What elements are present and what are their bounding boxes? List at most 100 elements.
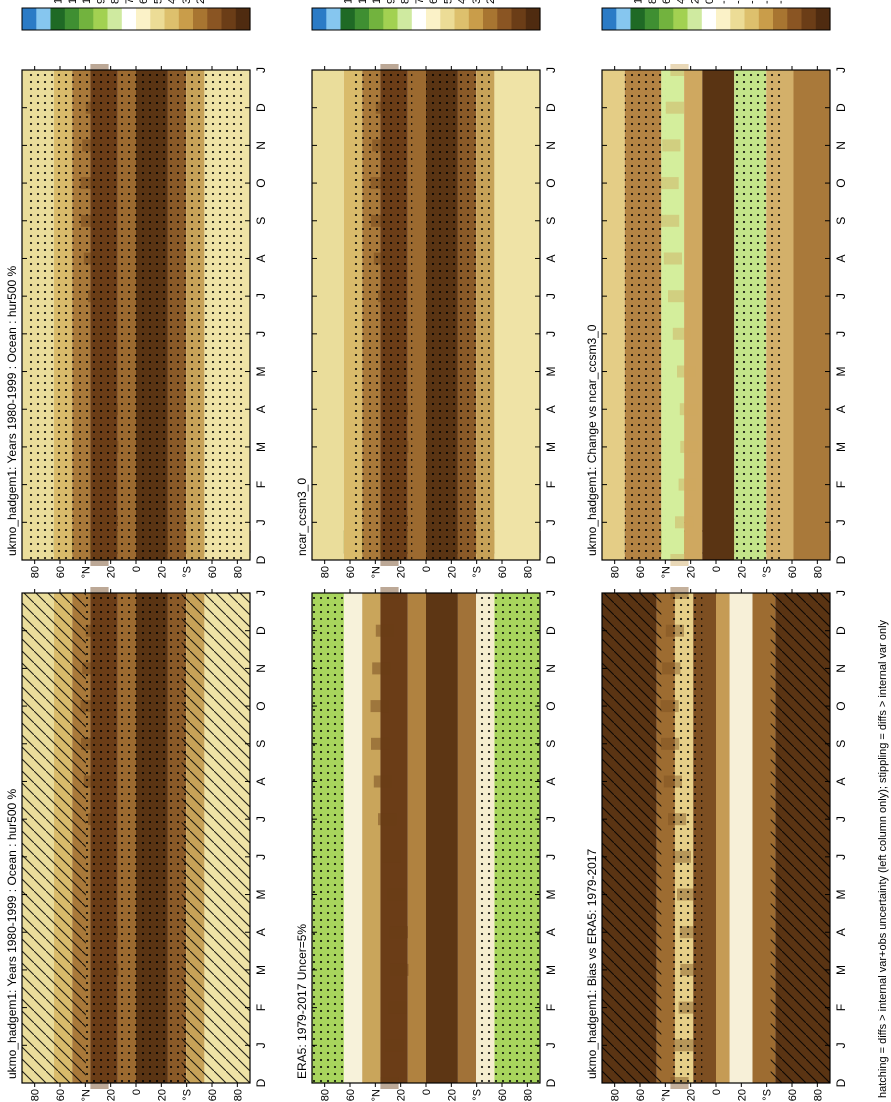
latitude-tick-label: 80 [232,566,244,578]
stippling-overlay [734,70,785,560]
colorbar-swatch [164,8,180,30]
month-tick-label: S [544,217,558,225]
colorbar-swatch [121,8,137,30]
contour-band [684,70,703,560]
latitude-tick-label: 0 [131,1089,143,1095]
seasonal-cell [370,700,389,713]
colorbar-swatch [235,8,251,30]
colorbar-swatch [497,8,513,30]
colorbar-swatch [178,8,194,30]
colorbar-swatch [354,8,370,30]
contour-band [702,70,735,560]
month-tick-label: A [254,254,268,262]
colorbar-swatch [758,8,774,30]
latitude-tick-label: 20 [736,566,748,578]
seasonal-cell [387,888,406,901]
seasonal-cell [680,440,699,453]
colorbar-swatch [426,8,441,30]
latitude-tick-label: °N [660,1089,672,1101]
month-tick-label: J [254,1042,268,1048]
month-tick-label: J [544,816,558,822]
contour-band [426,593,458,1083]
contour-band [661,70,685,560]
month-tick-label: O [254,701,268,710]
month-tick-label: F [254,1004,268,1011]
colorbar-swatch [411,8,427,30]
latitude-tick-label: 20 [446,1089,458,1101]
month-tick-label: F [544,481,558,488]
colorbar-swatch [730,8,746,30]
colorbar-tick-label: 80 [400,0,412,4]
panel-title: ncar_ccsm3_0 [295,478,309,556]
chart-panel-1: D J F M A M J J A S O N D J 80 60 °N 20 0 20 °S 60 80 ukmo_hadg… [5,0,268,578]
colorbar-swatch [468,8,484,30]
colorbar-tick-label: 90 [385,0,397,4]
month-tick-label: J [834,816,848,822]
colorbar-tick-label: 70 [124,0,136,4]
month-tick-label: A [834,254,848,262]
seasonal-cell [382,850,402,863]
colorbar-tick-label: 0 [704,0,716,4]
latitude-tick-label: 80 [610,566,622,578]
chart-panel-5: D J F M A M J J A S O N D J 80 60 °N 20 0 20 °S 60 80 ukmo_hadg… [585,511,848,1101]
colorbar-tick-label: 20 [485,0,497,4]
colorbar-swatch [36,8,52,30]
latitude-tick-label: 80 [30,566,42,578]
hatching-overlay [770,593,830,1083]
month-tick-label: A [834,405,848,413]
latitude-tick-label: 60 [497,566,509,578]
month-tick-label: A [544,777,558,785]
latitude-tick-label: °S [472,566,484,578]
colorbar-swatch [716,8,731,30]
latitude-tick-label: 20 [446,566,458,578]
month-tick-label: S [544,740,558,748]
colorbar-swatch [221,8,237,30]
stippling-overlay [480,593,540,1083]
month-tick-label: M [834,367,848,377]
colorbar-tick-label: 10 [633,0,645,4]
colorbar-tick-label: 120 [343,0,355,4]
latitude-tick-label: °S [762,566,774,578]
stippling-overlay [353,70,413,560]
latitude-tick-label: 0 [711,1089,723,1095]
month-tick-label: F [544,1004,558,1011]
month-tick-label: J [254,590,268,596]
month-tick-label: N [544,664,558,673]
seasonal-cell [373,775,392,788]
figure-footnote: hatching = diffs > internal var+obs unce… [877,619,889,1098]
colorbar-swatch [93,8,109,30]
colorbar-tick-label: 70 [414,0,426,4]
colorbar-tick-label: 60 [428,0,440,4]
month-tick-label: O [544,178,558,187]
latitude-tick-label: 20 [686,1089,698,1101]
latitude-tick-label: 80 [610,1089,622,1101]
seasonal-cell [388,1001,407,1014]
month-tick-label: M [544,965,558,975]
latitude-tick-label: °S [762,1089,774,1101]
seasonal-cell [665,101,684,114]
month-tick-label: D [544,626,558,635]
contour-band [343,593,363,1083]
month-tick-label: D [254,103,268,112]
contour-band [729,593,753,1083]
month-tick-label: D [834,555,848,564]
latitude-tick-label: 80 [320,566,332,578]
latitude-tick-label: 60 [345,1089,357,1101]
month-tick-label: A [254,777,268,785]
month-tick-label: M [254,367,268,377]
colorbar-swatch [659,8,674,30]
month-tick-label: J [834,293,848,299]
latitude-tick-label: 60 [635,1089,647,1101]
colorbar-swatch [312,8,327,30]
month-tick-label: N [254,141,268,150]
panel-title: ERA5: 1979-2017 Uncer=5% [295,924,309,1079]
month-tick-label: M [254,442,268,452]
month-tick-label: J [544,590,558,596]
seasonal-cell [378,813,397,826]
colorbar-swatch [440,8,456,30]
contour-band [793,70,830,560]
seasonal-cell [679,403,699,416]
stippling-overlay [312,593,344,1083]
seasonal-cell [662,139,681,152]
month-tick-label: M [254,965,268,975]
